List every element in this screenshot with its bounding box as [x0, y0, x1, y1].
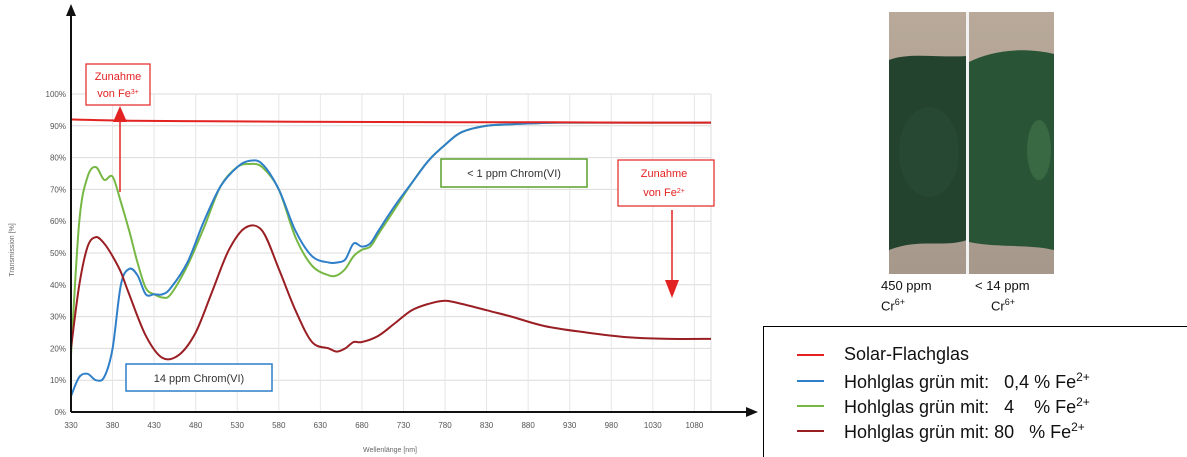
y-tick-label: 10%	[50, 376, 66, 385]
y-axis-title: Transmission [%]	[9, 223, 16, 276]
glass-sample-photo	[889, 12, 1054, 274]
series-lines	[70, 118, 712, 397]
annotation-lt1ppm: < 1 ppm Chrom(VI)	[440, 158, 588, 188]
x-tick-label: 1030	[644, 421, 662, 430]
series-line-hohlglas-0-4	[70, 121, 711, 397]
y-tick-labels: 0% 10% 20% 30% 40% 50% 60% 70% 80% 90% 100%	[46, 90, 66, 417]
sample-label-right-species: Cr6+	[991, 297, 1015, 314]
sample-label-left-species: Cr6+	[881, 297, 905, 314]
y-tick-label: 80%	[50, 154, 66, 163]
annotation-14ppm-text: 14 ppm Chrom(VI)	[154, 373, 244, 385]
x-tick-label: 830	[480, 421, 494, 430]
x-tick-label: 530	[231, 421, 245, 430]
sample-label-left-conc: 450 ppm	[881, 278, 932, 293]
x-tick-label: 380	[106, 421, 120, 430]
x-tick-label: 730	[397, 421, 411, 430]
legend-label: Hohlglas grün mit: 0,4 % Fe2+	[844, 370, 1090, 392]
arrow-down-icon	[665, 280, 679, 298]
legend-label: Hohlglas grün mit: 4 % Fe2+	[844, 395, 1090, 417]
x-tick-label: 780	[438, 421, 452, 430]
y-tick-label: 100%	[46, 90, 66, 99]
x-tick-label: 1080	[685, 421, 703, 430]
annotation-fe2-line2: von Fe2+	[643, 187, 685, 199]
y-axis-arrow	[66, 4, 76, 16]
y-tick-label: 50%	[50, 249, 66, 258]
y-tick-label: 20%	[50, 344, 66, 353]
x-tick-label: 430	[147, 421, 161, 430]
x-tick-label: 580	[272, 421, 286, 430]
y-tick-label: 30%	[50, 313, 66, 322]
legend-swatch	[797, 430, 824, 432]
legend-swatch	[797, 380, 824, 382]
y-tick-label: 70%	[50, 185, 66, 194]
series-line-solar-flachglas	[70, 118, 712, 124]
x-axis-title: Wellenlänge [nm]	[363, 447, 417, 454]
y-tick-label: 90%	[50, 122, 66, 131]
x-tick-label: 480	[189, 421, 203, 430]
legend: Solar-Flachglas Hohlglas grün mit: 0,4 %…	[763, 326, 1187, 457]
x-tick-label: 980	[605, 421, 619, 430]
annotation-fe2-line1: Zunahme	[641, 168, 687, 180]
legend-swatch	[797, 354, 824, 356]
legend-label: Solar-Flachglas	[844, 344, 970, 364]
annotation-fe3-line1: Zunahme	[95, 71, 141, 83]
sample-label-left: 450 ppm Cr6+	[881, 278, 932, 314]
annotation-fe3-increase: Zunahme von Fe3+	[85, 63, 151, 192]
sample-label-right: < 14 ppm Cr6+	[975, 278, 1030, 314]
series-line-hohlglas-80	[70, 224, 712, 361]
x-axis-arrow	[746, 407, 758, 417]
y-tick-label: 0%	[54, 408, 66, 417]
annotation-14ppm: 14 ppm Chrom(VI)	[125, 363, 273, 392]
annotation-fe3-line2: von Fe3+	[97, 88, 139, 100]
x-tick-label: 880	[521, 421, 535, 430]
y-tick-label: 40%	[50, 281, 66, 290]
transmission-chart: 330 380 430 480 530 580 630 680 730 780 830 880 930 9…	[9, 4, 758, 454]
legend-swatch	[797, 405, 824, 407]
annotation-lt1ppm-text: < 1 ppm Chrom(VI)	[467, 168, 561, 180]
x-tick-labels: 330 380 430 480 530 580 630 680 730 780 830 880 930 9…	[64, 421, 704, 430]
x-tick-label: 330	[64, 421, 78, 430]
arrow-up-icon	[113, 106, 127, 122]
y-tick-label: 60%	[50, 217, 66, 226]
x-tick-label: 630	[314, 421, 328, 430]
x-tick-label: 680	[355, 421, 369, 430]
x-tick-label: 930	[563, 421, 577, 430]
sample-label-right-conc: < 14 ppm	[975, 278, 1030, 293]
annotation-fe2-increase: Zunahme von Fe2+	[617, 159, 715, 298]
legend-label: Hohlglas grün mit: 80 % Fe2+	[844, 420, 1085, 442]
